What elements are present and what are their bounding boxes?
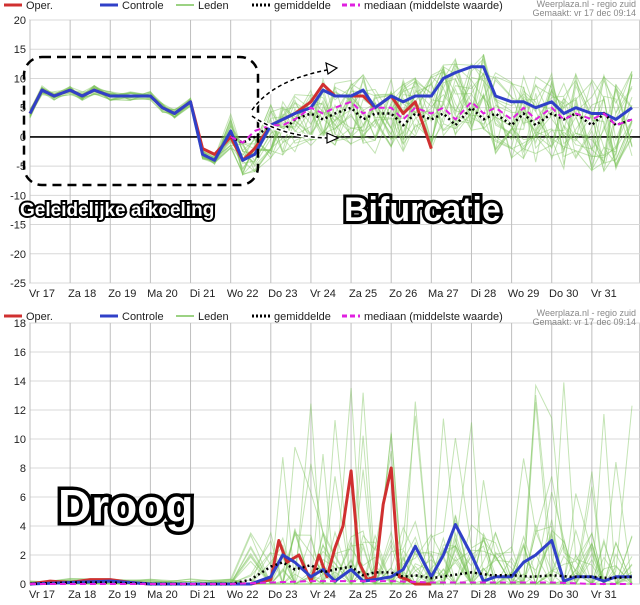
x-tick-label: Ma 27 bbox=[428, 589, 459, 601]
x-tick-label: Ma 27 bbox=[428, 288, 459, 300]
y-tick-label: 20 bbox=[14, 15, 26, 27]
member-line bbox=[29, 62, 633, 167]
legend-label-leden: Leden bbox=[198, 0, 229, 12]
legend-label-oper: Oper. bbox=[26, 0, 53, 12]
bifurcation-arrows bbox=[250, 61, 340, 144]
x-tick-label: Vr 31 bbox=[591, 288, 617, 300]
y-tick-label: 14 bbox=[14, 376, 26, 388]
y-tick-label: -25 bbox=[10, 278, 26, 290]
x-tick-label: Zo 26 bbox=[389, 288, 417, 300]
series-line-gemiddelde bbox=[29, 561, 633, 586]
x-tick-label: Vr 24 bbox=[310, 589, 336, 601]
cooling-label: Geleidelijke afkoeling bbox=[20, 200, 214, 221]
series-line-mediaan bbox=[30, 580, 632, 585]
member-line bbox=[29, 67, 633, 171]
x-tick-label: Zo 19 bbox=[108, 589, 136, 601]
member-line bbox=[29, 63, 633, 162]
legend: Oper. Controle Leden gemiddelde mediaan (mid… bbox=[4, 0, 503, 12]
member-line bbox=[29, 446, 632, 585]
series-line-controle bbox=[28, 65, 633, 162]
legend-label-gemiddelde: gemiddelde bbox=[274, 311, 331, 323]
cooling-annotation: Geleidelijke afkoeling bbox=[18, 55, 260, 223]
x-tick-label: Di 28 bbox=[471, 589, 497, 601]
precipitation-chart-panel: 0 2 4 6 8 10 12 14 16 18 Vr 17 Za 18 Zo 19 Ma 20 Di 21… bbox=[4, 308, 640, 601]
legend: Oper. Controle Leden gemiddelde mediaan (mid… bbox=[4, 311, 503, 323]
y-tick-label: 0 bbox=[20, 579, 26, 591]
y-tick-label: -15 bbox=[10, 220, 26, 232]
source-timestamp: Gemaakt: vr 17 dec 09:14 bbox=[532, 317, 636, 327]
y-tick-label: 16 bbox=[14, 347, 26, 359]
legend-label-controle: Controle bbox=[122, 311, 164, 323]
member-line bbox=[29, 68, 633, 173]
member-line bbox=[29, 529, 633, 585]
x-tick-label: Ma 20 bbox=[147, 589, 178, 601]
bifurcation-label: Bifurcatie bbox=[344, 191, 501, 229]
x-tick-label: Za 25 bbox=[349, 288, 377, 300]
plot-area bbox=[29, 19, 640, 284]
x-tick-label: Za 18 bbox=[68, 288, 96, 300]
y-tick-label: 15 bbox=[14, 44, 26, 56]
member-line bbox=[29, 387, 633, 586]
x-tick-label: Di 21 bbox=[190, 288, 216, 300]
x-tick-label: Zo 19 bbox=[108, 288, 136, 300]
legend-label-mediaan: mediaan (middelste waarde) bbox=[364, 0, 503, 12]
x-tick-label: Vr 24 bbox=[310, 288, 336, 300]
y-tick-label: 4 bbox=[20, 521, 26, 533]
y-tick-label: 2 bbox=[20, 550, 26, 562]
x-tick-label: Do 23 bbox=[268, 589, 297, 601]
x-tick-label: Do 30 bbox=[549, 589, 578, 601]
legend-label-gemiddelde: gemiddelde bbox=[274, 0, 331, 12]
x-tick-label: Wo 22 bbox=[227, 589, 259, 601]
legend-label-leden: Leden bbox=[198, 311, 229, 323]
legend-label-controle: Controle bbox=[122, 0, 164, 12]
x-tick-label: Za 18 bbox=[68, 589, 96, 601]
member-line bbox=[29, 54, 633, 171]
y-tick-label: -5 bbox=[16, 161, 26, 173]
y-tick-label: 18 bbox=[14, 318, 26, 330]
x-tick-label: Wo 22 bbox=[227, 288, 259, 300]
y-tick-label: 8 bbox=[20, 463, 26, 475]
member-line bbox=[29, 415, 633, 586]
member-line bbox=[29, 76, 633, 165]
plot-area bbox=[29, 322, 640, 585]
member-line bbox=[29, 486, 633, 585]
y-tick-label: 10 bbox=[14, 434, 26, 446]
x-tick-label: Vr 17 bbox=[29, 589, 55, 601]
x-tick-label: Wo 29 bbox=[508, 288, 540, 300]
x-tick-label: Do 30 bbox=[549, 288, 578, 300]
member-line bbox=[29, 77, 633, 175]
member-line bbox=[29, 84, 633, 174]
y-tick-label: 6 bbox=[20, 492, 26, 504]
y-tick-label: 12 bbox=[14, 405, 26, 417]
x-tick-label: Do 23 bbox=[268, 288, 297, 300]
member-line bbox=[29, 58, 633, 164]
y-tick-label: -20 bbox=[10, 249, 26, 261]
y-tick-label: -10 bbox=[10, 190, 26, 202]
legend-label-mediaan: mediaan (middelste waarde) bbox=[364, 311, 503, 323]
source-site: Weerplaza.nl - regio zuid bbox=[537, 308, 636, 318]
x-tick-label: Wo 29 bbox=[508, 589, 540, 601]
member-line bbox=[29, 438, 633, 585]
x-tick-label: Vr 17 bbox=[29, 288, 55, 300]
x-tick-label: Di 28 bbox=[471, 288, 497, 300]
x-tick-label: Di 21 bbox=[190, 589, 216, 601]
member-line bbox=[29, 62, 633, 173]
x-tick-label: Vr 31 bbox=[591, 589, 617, 601]
member-line bbox=[29, 383, 632, 586]
dry-label: Droog bbox=[58, 480, 193, 532]
legend-label-oper: Oper. bbox=[26, 311, 53, 323]
series-line-mediaan bbox=[230, 100, 633, 144]
source-site: Weerplaza.nl - regio zuid bbox=[537, 0, 636, 9]
x-tick-label: Ma 20 bbox=[147, 288, 178, 300]
x-tick-label: Zo 26 bbox=[389, 589, 417, 601]
source-timestamp: Gemaakt: vr 17 dec 09:14 bbox=[532, 8, 636, 18]
member-line bbox=[30, 420, 633, 586]
x-tick-label: Za 25 bbox=[349, 589, 377, 601]
